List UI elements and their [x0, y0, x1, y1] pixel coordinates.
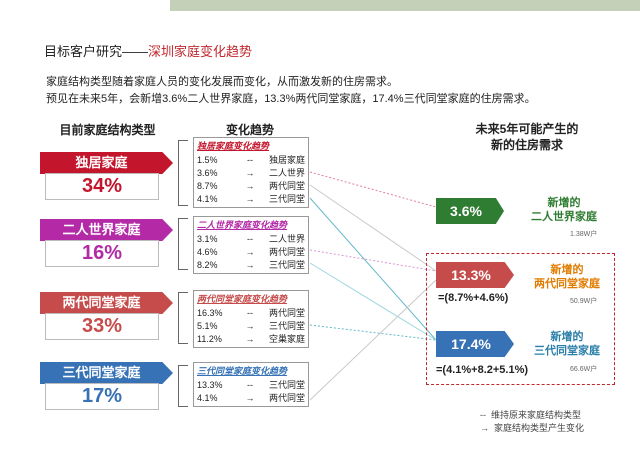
title-highlight: 深圳家庭变化趋势: [148, 44, 253, 59]
family-block-three-gen: 三代同堂家庭 17%: [40, 362, 173, 410]
trend-box-couple: 二人世界家庭变化趋势 3.1% -- 二人世界 4.6% → 两代同堂 8.2% → 三代同…: [193, 216, 309, 274]
connector-line: [309, 249, 437, 272]
demand-label-three-gen: 新增的 三代同堂家庭: [534, 331, 600, 357]
connector-line: [309, 262, 437, 341]
header-current: 目前家庭结构类型: [59, 123, 156, 137]
trend-box-three-gen: 三代同堂家庭变化趋势 13.3% -- 三代同堂 4.1% → 两代同堂: [193, 362, 309, 407]
family-label: 三代同堂家庭: [40, 362, 173, 384]
trend-row: 16.3% -- 两代同堂: [197, 308, 305, 318]
family-pct: 17%: [45, 383, 159, 410]
trend-box-single: 独居家庭变化趋势 1.5% -- 独居家庭 3.6% → 二人世界 8.7% → 两代同堂 …: [193, 137, 309, 208]
demand-unit-couple: 1.38W户: [570, 231, 598, 238]
connector-line: [309, 197, 437, 341]
demand-pct-couple: 3.6%: [436, 198, 504, 224]
page-title: 目标客户研究——深圳家庭变化趋势: [44, 41, 252, 60]
top-decor-bar: [170, 0, 640, 11]
family-label: 二人世界家庭: [40, 219, 173, 241]
demand-formula-two-gen: =(8.7%+4.6%): [438, 292, 509, 304]
family-label: 两代同堂家庭: [40, 292, 173, 314]
bracket-three-gen: [178, 365, 188, 407]
family-block-single: 独居家庭 34%: [40, 152, 173, 200]
demand-unit-three-gen: 66.6W户: [570, 366, 598, 373]
family-pct: 33%: [45, 313, 159, 340]
demand-pct-two-gen: 13.3%: [436, 262, 514, 288]
demand-label-two-gen: 新增的 两代同堂家庭: [534, 264, 600, 290]
connector-line: [309, 171, 437, 208]
family-label: 独居家庭: [40, 152, 173, 174]
legend-change: → 家庭结构类型产生变化: [480, 423, 585, 433]
intro-line-1: 家庭结构类型随着家庭人员的变化发展而变化，从而激发新的住房需求。: [46, 76, 398, 88]
trend-row: 4.1% → 两代同堂: [197, 393, 305, 403]
trend-box-two-gen: 两代同堂家庭变化趋势 16.3% -- 两代同堂 5.1% → 三代同堂 11.2% → 空…: [193, 290, 309, 348]
trend-row: 3.6% → 二人世界: [197, 168, 305, 178]
trend-row: 4.6% → 两代同堂: [197, 247, 305, 257]
trend-row: 8.7% → 两代同堂: [197, 181, 305, 191]
trend-row: 11.2% → 空巢家庭: [197, 334, 305, 344]
demand-formula-three-gen: =(4.1%+8.2+5.1%): [436, 364, 529, 376]
bracket-two-gen: [178, 292, 188, 344]
demand-unit-two-gen: 50.9W户: [570, 298, 598, 305]
header-future-1: 未来5年可能产生的: [475, 122, 579, 136]
family-pct: 34%: [45, 173, 159, 200]
connector-line: [309, 184, 437, 272]
header-trend: 变化趋势: [225, 123, 274, 137]
trend-title: 独居家庭变化趋势: [197, 141, 270, 151]
trend-row: 3.1% -- 二人世界: [197, 234, 305, 244]
connector-line: [309, 324, 437, 341]
trend-row: 13.3% -- 三代同堂: [197, 380, 305, 390]
header-future-2: 新的住房需求: [490, 138, 563, 152]
trend-title: 两代同堂家庭变化趋势: [197, 294, 288, 304]
trend-row: 8.2% → 三代同堂: [197, 260, 305, 270]
highlight-dashed-box: [426, 253, 615, 385]
family-pct: 16%: [45, 240, 159, 267]
legend-keep: -- 维持原来家庭结构类型: [480, 410, 582, 420]
family-block-two-gen: 两代同堂家庭 33%: [40, 292, 173, 340]
trend-row: 4.1% → 三代同堂: [197, 194, 305, 204]
trend-title: 三代同堂家庭变化趋势: [197, 366, 288, 376]
trend-row: 5.1% → 三代同堂: [197, 321, 305, 331]
intro-line-2: 预见在未来5年，会新增3.6%二人世界家庭，13.3%两代同堂家庭，17.4%三…: [46, 93, 536, 105]
trend-title: 二人世界家庭变化趋势: [197, 220, 288, 230]
connector-line: [309, 279, 437, 401]
bracket-couple: [178, 218, 188, 270]
title-main: 目标客户研究——: [44, 44, 149, 59]
bracket-single: [178, 140, 188, 206]
demand-pct-three-gen: 17.4%: [436, 331, 514, 357]
family-block-couple: 二人世界家庭 16%: [40, 219, 173, 267]
demand-label-couple: 新增的 二人世界家庭: [531, 197, 597, 223]
trend-row: 1.5% -- 独居家庭: [197, 155, 305, 165]
